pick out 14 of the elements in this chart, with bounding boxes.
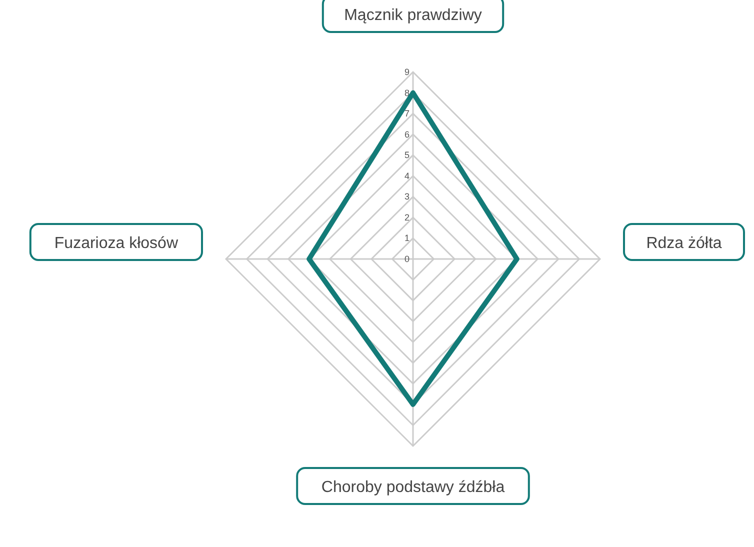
y-tick-label: 8 <box>404 88 410 98</box>
y-tick-label: 4 <box>404 170 410 181</box>
y-tick-label: 7 <box>404 108 410 119</box>
spoke-label: Mącznik prawdziwy <box>344 7 482 24</box>
spoke-label: Choroby podstawy źdźbła <box>321 479 505 496</box>
y-tick-label: 3 <box>404 192 410 202</box>
y-tick-label: 2 <box>404 212 410 222</box>
y-tick-label: 1 <box>404 233 410 244</box>
y-tick-label: 9 <box>404 67 410 77</box>
y-tick-label: 6 <box>404 129 410 140</box>
spoke-label: Rdza żółta <box>646 235 722 252</box>
spoke-label: Fuzarioza kłosów <box>54 235 178 252</box>
y-tick-label: 5 <box>404 150 410 160</box>
y-tick-label: 0 <box>404 254 410 264</box>
